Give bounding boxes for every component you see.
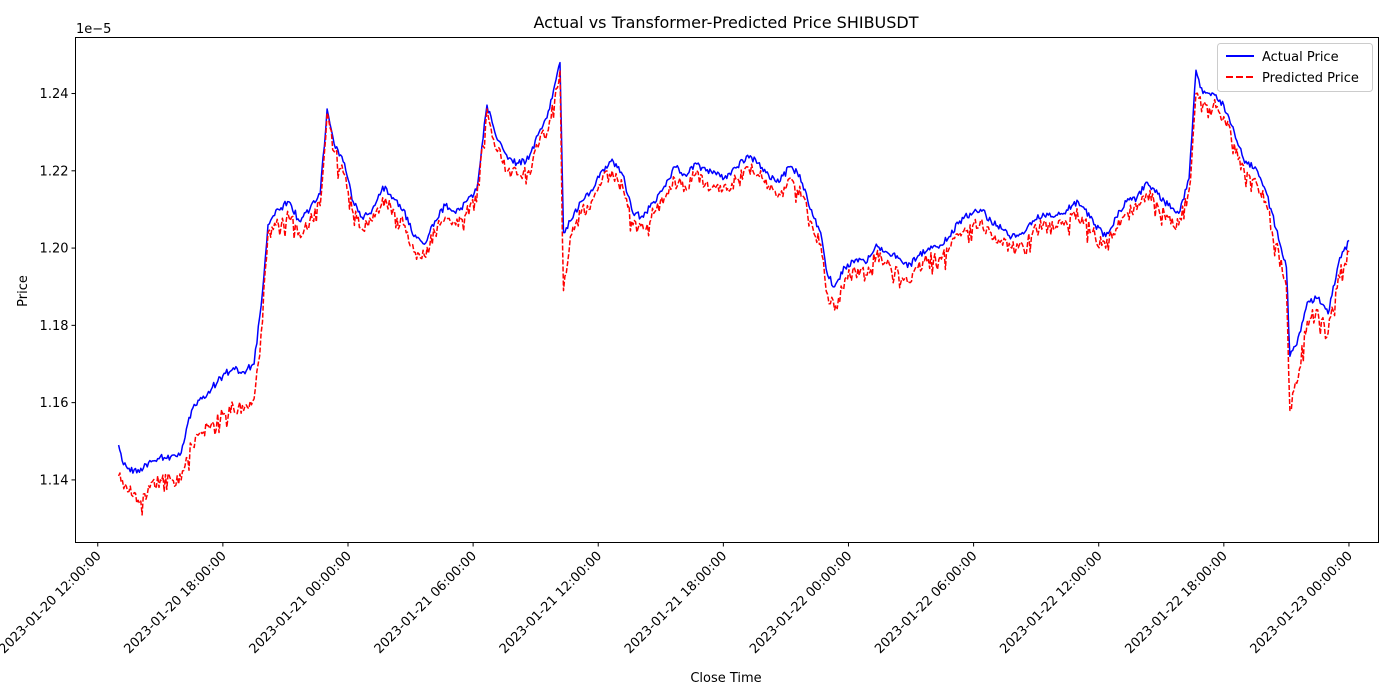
y-tick-label: 1.22 [40, 164, 69, 179]
legend-label-predicted: Predicted Price [1262, 71, 1359, 86]
x-axis-label: Close Time [690, 671, 761, 686]
legend-box [1217, 43, 1373, 92]
y-axis-label: Price [16, 275, 31, 307]
y-tick-label: 1.16 [40, 396, 69, 411]
legend-label-actual: Actual Price [1262, 50, 1339, 65]
y-tick-label: 1.20 [40, 242, 69, 257]
series-line-predicted [117, 69, 1350, 516]
plot-lines [117, 61, 1350, 516]
y-tick-label: 1.24 [40, 87, 69, 102]
chart-title: Actual vs Transformer-Predicted Price SH… [533, 13, 918, 32]
y-tick-label: 1.18 [40, 319, 69, 334]
y-tick-label: 1.14 [40, 473, 69, 488]
legend: Actual Price Predicted Price [1217, 43, 1373, 92]
plot-frame [75, 37, 1379, 543]
y-offset-label: 1e−5 [76, 22, 111, 37]
y-axis: 1.14 1.16 1.18 1.20 1.22 1.24 [40, 87, 76, 488]
